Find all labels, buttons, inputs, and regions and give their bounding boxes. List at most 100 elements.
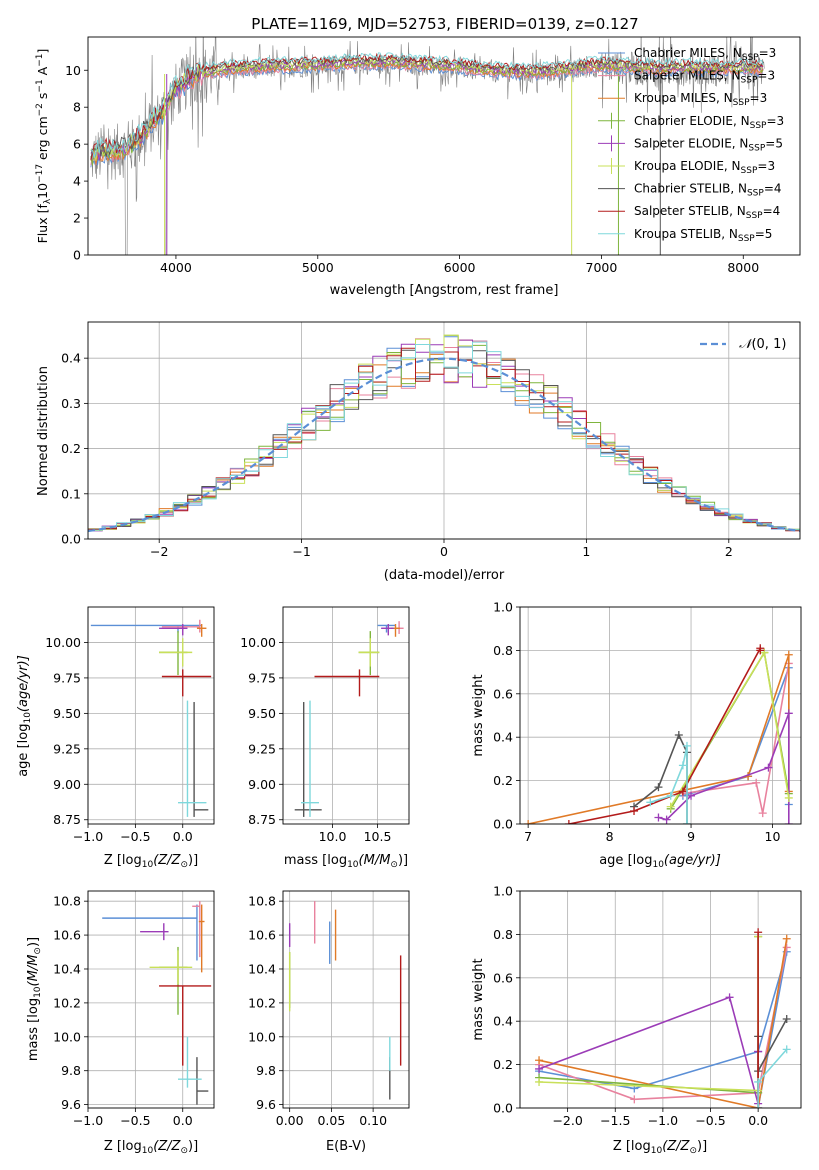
weight-vs-Z-xlabel-part: 10 <box>651 1146 663 1156</box>
weight_vs_Z-y-tick-label: 0.8 <box>493 927 513 942</box>
weight_vs_Z-x-tick-label: 0.0 <box>748 1113 768 1128</box>
weight_vs_age-series-marker-7 <box>630 806 639 815</box>
legend-label-7: Salpeter STELIB, NSSP=4 <box>634 204 780 221</box>
weight-vs-age-ylabel: mass weight <box>471 674 486 756</box>
residuals-panel: −2 −1 0 1 2 0.0 0.1 0.2 0.3 0.4 𝒩(0, 1) (data-model… <box>36 321 801 583</box>
age-vs-Z-xlabel-part: )] <box>188 853 198 868</box>
spectrum-x-tick-label: 6000 <box>444 260 476 275</box>
spectrum-ylabel-part: −17 <box>35 164 45 183</box>
weight_vs_Z-series-line-4 <box>538 996 759 1104</box>
spectrum-ylabel-part: A <box>35 66 50 79</box>
weight_vs_age-series-line-5 <box>670 650 790 808</box>
weight_vs_Z-series-marker-4 <box>535 1064 544 1073</box>
weight_vs_Z-series-marker-8 <box>754 1104 763 1108</box>
weight_vs_age-series-marker-8 <box>646 798 655 807</box>
mass-vs-Z-xlabel-part: )] <box>188 1139 198 1154</box>
weight-vs-Z-xlabel: Z [log10(Z/Z⊙)] <box>613 1139 707 1156</box>
mass_vs_Z-y-tick-label: 10.6 <box>53 928 81 943</box>
legend-label-0-part: =3 <box>759 46 777 60</box>
weight_vs_age-x-tick-label: 9 <box>687 829 695 844</box>
weight_vs_Z-x-tick-label: −1.0 <box>648 1113 678 1128</box>
legend-label-8-part: =5 <box>755 227 773 241</box>
legend-label-3-part: SSP <box>750 121 767 131</box>
weight-vs-age-xlabel-part: 10 <box>652 860 664 870</box>
legend-label-2-part: SSP <box>733 98 750 108</box>
legend-label-7-part: SSP <box>746 211 763 221</box>
mass_vs_Z-plot-area <box>102 901 212 1105</box>
residual-histogram-8 <box>88 341 800 539</box>
weight_vs_age-series-marker-5 <box>760 648 769 657</box>
weight_vs_Z-plot-area <box>535 928 791 1108</box>
spectrum-y-tick-label: 0 <box>73 248 81 263</box>
weight_vs_Z-frame <box>519 890 802 1109</box>
mass_vs_Z-y-tick-label: 10.4 <box>53 961 81 976</box>
age_vs_Z-y-tick-label: 9.25 <box>53 741 81 756</box>
spectrum-ylabel-part: −2 <box>35 103 45 116</box>
normal-distribution-curve <box>88 357 800 533</box>
mass_vs_ebv-x-tick-label: 0.05 <box>317 1113 345 1128</box>
weight_vs_age-series-marker-7 <box>564 820 573 824</box>
legend-label-6-part: =4 <box>764 182 782 196</box>
weight_vs_age-y-tick-label: 0.2 <box>493 773 513 788</box>
weight_vs_Z-series-marker-4 <box>725 993 734 1002</box>
age-vs-mass-xlabel-part: 10 <box>347 860 359 870</box>
legend-label-1: Salpeter MILES, NSSP=3 <box>634 69 775 86</box>
weight_vs_Z-x-tick-label: −1.5 <box>600 1113 630 1128</box>
mass-vs-Z-xlabel-part: 10 <box>142 1146 154 1156</box>
model-spectrum-line-0 <box>90 63 764 168</box>
legend-label-3-part: Chabrier ELODIE, N <box>634 114 750 128</box>
age-vs-Z-xlabel-part: (Z/Z <box>153 853 181 868</box>
spectrum-ylabel-part: λ <box>43 198 53 204</box>
mass_vs_ebv-frame <box>282 890 410 1109</box>
age_vs_Z-frame <box>87 606 215 825</box>
spectrum-x-tick-label: 8000 <box>727 260 759 275</box>
mass_vs_ebv-plot-area <box>288 901 402 1100</box>
mass-vs-Z-ylabel: mass [log10(M/M⊙)] <box>26 937 43 1061</box>
weight_vs_age-series-marker-4 <box>654 813 663 822</box>
legend-label-8-part: SSP <box>738 234 755 244</box>
weight_vs_age-series-marker-4 <box>764 763 773 772</box>
legend-label-7-part: =4 <box>763 204 781 218</box>
mass_vs_Z-y-tick-label: 10.2 <box>53 995 81 1010</box>
normal-legend-label-part: (0, 1) <box>751 337 786 352</box>
legend-label-5: Kroupa ELODIE, NSSP=3 <box>634 159 775 176</box>
age-vs-Z-xlabel-part: ⊙ <box>180 860 188 870</box>
mass_vs_Z-x-tick-label: −1.0 <box>73 1113 103 1128</box>
age-vs-Z-xlabel-part: 10 <box>142 860 154 870</box>
age-vs-mass-xlabel: mass [log10(M/M⊙)] <box>284 853 408 870</box>
mass-weight-vs-metallicity-panel: −2.0 −1.5 −1.0 −0.5 0.0 0.0 0.2 0.4 0.6 0.8 1.0 Z [… <box>471 884 802 1156</box>
spectrum-y-tick-label: 6 <box>73 137 81 152</box>
weight_vs_Z-series-marker-1 <box>630 1095 639 1104</box>
spectrum-y-tick-label: 8 <box>73 100 81 115</box>
legend-label-2: Kroupa MILES, NSSP=3 <box>634 91 767 108</box>
legend-label-4-part: SSP <box>748 143 765 153</box>
residuals-xlabel: (data-model)/error <box>384 568 505 583</box>
weight_vs_age-series-marker-6 <box>674 731 683 740</box>
weight_vs_Z-y-tick-label: 0.2 <box>493 1057 513 1072</box>
age_vs_Z-y-tick-label: 9.00 <box>53 777 81 792</box>
weight_vs_age-series-marker-1 <box>752 778 761 787</box>
weight_vs_Z-y-tick-label: 0.6 <box>493 970 513 985</box>
legend-label-4-part: Salpeter ELODIE, N <box>634 136 748 150</box>
weight_vs_age-plot-area <box>524 644 793 824</box>
mass-vs-Z-xlabel-part: ⊙ <box>180 1146 188 1156</box>
weight_vs_age-x-tick-label: 10 <box>765 829 781 844</box>
mass-vs-Z-ylabel-part: ⊙ <box>33 947 43 955</box>
weight-vs-age-xlabel-part: age [log <box>599 853 652 868</box>
spectrum-ylabel-part: erg cm <box>35 116 50 164</box>
weight-vs-age-xlabel-part: (age/yr)] <box>664 853 721 868</box>
weight_vs_age-y-tick-label: 0.0 <box>493 817 513 832</box>
legend-label-1-part: Salpeter MILES, N <box>634 69 741 83</box>
weight_vs_age-series-line-2 <box>527 654 790 824</box>
weight_vs_age-series-marker-4 <box>662 815 671 824</box>
legend-label-8: Kroupa STELIB, NSSP=5 <box>634 227 772 244</box>
weight_vs_age-y-tick-label: 0.8 <box>493 643 513 658</box>
weight_vs_Z-series-marker-1 <box>782 943 791 952</box>
mass-vs-Z-ylabel-part: (M/M <box>26 955 41 987</box>
weight_vs_Z-series-marker-7 <box>754 928 763 937</box>
spectrum-y-tick-label: 10 <box>65 63 81 78</box>
mass-vs-Z-xlabel-part: (Z/Z <box>153 1139 181 1154</box>
mass_vs_ebv-y-tick-label: 10.8 <box>248 894 276 909</box>
age-vs-mass-xlabel-part: ⊙ <box>390 860 398 870</box>
legend-label-5-part: Kroupa ELODIE, N <box>634 159 741 173</box>
